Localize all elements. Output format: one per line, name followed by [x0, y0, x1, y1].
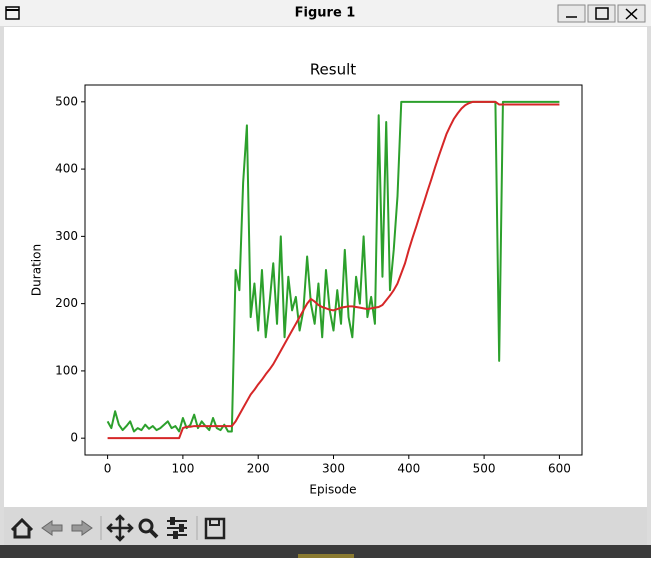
y-tick-label: 500: [55, 94, 78, 108]
plot: Result Episode Duration 0 100 200 300 400 500…: [30, 61, 583, 497]
x-tick-label: 100: [171, 462, 194, 476]
x-axis-label: Episode: [309, 483, 356, 497]
maximize-button[interactable]: [587, 4, 616, 23]
close-button[interactable]: [617, 4, 646, 23]
home-button[interactable]: [10, 517, 34, 539]
y-axis-label: Duration: [30, 244, 44, 296]
y-tick-label: 300: [55, 229, 78, 243]
axes-frame: [84, 84, 583, 456]
x-tick-label: 200: [247, 462, 270, 476]
minimize-button[interactable]: [557, 4, 586, 23]
desktop-item: [298, 554, 354, 558]
pan-button[interactable]: [106, 514, 134, 542]
window-icon: [5, 6, 20, 20]
y-tick-label: 200: [55, 296, 78, 310]
configure-button[interactable]: [167, 517, 187, 539]
y-tick-label: 400: [55, 162, 78, 176]
y-tick-label: 0: [70, 431, 78, 445]
forward-button[interactable]: [71, 520, 93, 536]
title-bar: [0, 0, 651, 26]
figure-canvas: [4, 27, 647, 507]
x-tick-label: 400: [397, 462, 420, 476]
back-button[interactable]: [41, 520, 63, 536]
chart-title: Result: [310, 61, 356, 79]
y-tick-label: 100: [55, 363, 78, 377]
zoom-button[interactable]: [138, 518, 159, 539]
x-tick-label: 300: [322, 462, 345, 476]
desktop-strip: [0, 545, 651, 558]
x-tick-label: 600: [548, 462, 571, 476]
save-button[interactable]: [204, 517, 226, 540]
x-tick-label: 500: [473, 462, 496, 476]
series-line: [107, 100, 560, 440]
x-tick-label: 0: [104, 462, 112, 476]
toolbar: [4, 507, 647, 545]
window-title: Figure 1: [295, 6, 356, 21]
